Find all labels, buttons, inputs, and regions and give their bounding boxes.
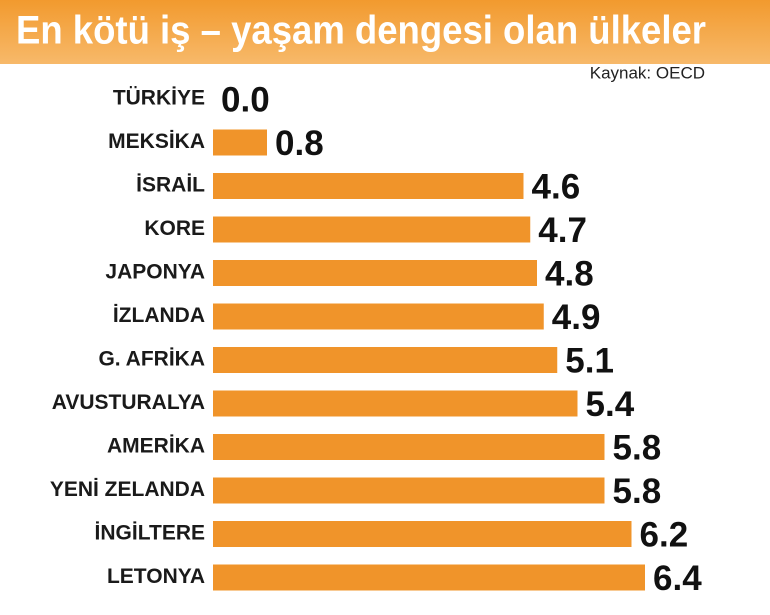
- category-label: G. AFRİKA: [98, 348, 205, 371]
- bar: [213, 390, 578, 417]
- category-label: JAPONYA: [105, 261, 205, 284]
- bar: [213, 260, 537, 286]
- value-label: 5.1: [565, 341, 614, 380]
- bar: [213, 434, 605, 460]
- category-label: MEKSİKA: [108, 130, 205, 153]
- bar: [213, 564, 645, 591]
- value-label: 5.8: [613, 472, 662, 511]
- bar: [213, 173, 524, 199]
- category-label: AMERİKA: [107, 435, 205, 458]
- bar: [213, 347, 558, 373]
- bar: [213, 477, 605, 504]
- category-label: YENİ ZELANDA: [50, 478, 205, 501]
- value-label: 4.9: [552, 298, 601, 337]
- category-label: LETONYA: [107, 565, 205, 588]
- bar: [213, 216, 531, 243]
- value-label: 5.8: [613, 428, 662, 467]
- value-label: 5.4: [586, 385, 635, 424]
- value-label: 0.0: [221, 80, 270, 119]
- value-label: 4.6: [532, 167, 581, 206]
- title-band: [0, 0, 770, 64]
- category-label: AVUSTURALYA: [52, 391, 205, 414]
- value-label: 4.8: [545, 254, 594, 293]
- category-label: TÜRKİYE: [113, 87, 205, 110]
- bar: [213, 129, 267, 156]
- source: Kaynak: OECD: [590, 63, 705, 82]
- bar: [213, 303, 544, 330]
- value-label: 0.8: [275, 124, 324, 163]
- category-label: KORE: [144, 217, 205, 240]
- category-label: İSRAİL: [136, 174, 205, 197]
- chart-title: En kötü iş – yaşam dengesi olan ülkeler: [16, 9, 706, 53]
- value-label: 4.7: [538, 211, 587, 250]
- value-label: 6.4: [653, 559, 702, 598]
- value-label: 6.2: [640, 515, 689, 554]
- category-label: İNGİLTERE: [95, 522, 205, 545]
- category-label: İZLANDA: [113, 304, 205, 327]
- bar: [213, 521, 632, 547]
